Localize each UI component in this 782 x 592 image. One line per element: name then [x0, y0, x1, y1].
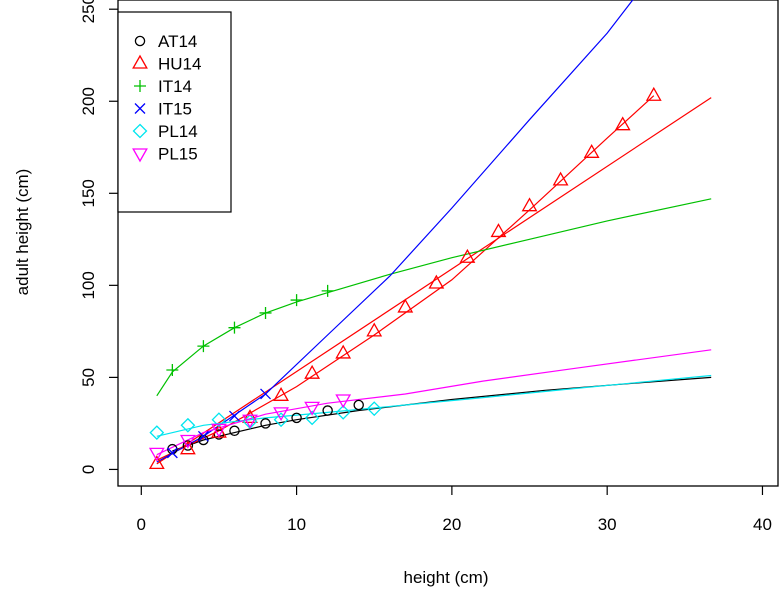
point-at14	[260, 418, 271, 429]
point-it14	[166, 364, 179, 377]
fit-line-it15	[156, 0, 634, 463]
legend-label-it14: IT14	[158, 77, 192, 96]
point-pl14	[180, 417, 196, 433]
legend-label-pl15: PL15	[158, 145, 198, 164]
point-pl15	[211, 423, 227, 438]
legend-marker-hu14	[132, 54, 148, 69]
point-it15	[197, 430, 209, 442]
y-axis-title: adult height (cm)	[13, 169, 32, 296]
point-hu14	[304, 364, 321, 379]
point-hu14	[459, 248, 476, 263]
point-at14	[322, 405, 333, 416]
fit-line-it14	[156, 198, 712, 397]
y-tick-label: 200	[79, 87, 98, 115]
point-at14	[229, 425, 240, 437]
legend-label-pl14: PL14	[158, 122, 198, 141]
point-pl15	[273, 407, 289, 422]
point-pl15	[179, 434, 196, 449]
legend-label-it15: IT15	[158, 100, 192, 119]
point-pl15	[148, 447, 165, 462]
point-it15	[229, 410, 240, 422]
point-hu14	[614, 116, 631, 131]
point-hu14	[242, 409, 258, 424]
point-hu14	[148, 455, 165, 470]
point-at14	[291, 412, 302, 424]
plot-frame	[117, 0, 779, 487]
legend-label-at14: AT14	[158, 32, 197, 51]
point-pl14	[366, 401, 382, 417]
point-hu14	[335, 344, 352, 359]
point-hu14	[490, 223, 507, 238]
point-pl14	[211, 412, 227, 428]
point-hu14	[179, 440, 196, 455]
point-it15	[166, 447, 178, 459]
point-hu14	[521, 197, 538, 212]
point-pl14	[273, 412, 289, 428]
x-tick-label: 20	[442, 515, 461, 534]
point-it14	[228, 321, 241, 334]
legend-marker-pl14	[132, 123, 148, 139]
point-pl15	[304, 401, 321, 416]
series-group	[148, 0, 712, 470]
point-hu14	[552, 171, 569, 186]
point-it14	[197, 340, 210, 353]
fit-line-pl15	[156, 349, 712, 456]
x-tick-label: 10	[287, 515, 306, 534]
plot-area: 0 10 20 30 40 0 50 100 150 200 250 AT14 HU14 IT14 IT15…	[79, 0, 779, 534]
point-hu14	[645, 86, 662, 101]
point-hu14	[366, 322, 383, 337]
point-at14	[353, 399, 364, 411]
x-tick-label: 0	[137, 515, 146, 534]
point-hu14	[428, 274, 445, 289]
point-pl14	[304, 410, 320, 426]
point-it14	[259, 306, 272, 319]
x-axis-title: height (cm)	[403, 568, 488, 587]
y-tick-label: 50	[79, 368, 98, 387]
point-pl15	[335, 394, 352, 409]
point-hu14	[273, 386, 289, 401]
y-tick-label: 100	[79, 271, 98, 299]
legend-marker-pl15	[132, 148, 148, 163]
y-tick-label: 150	[79, 179, 98, 207]
point-hu14	[397, 298, 414, 313]
point-pl14	[149, 425, 165, 441]
x-tick-label: 30	[598, 515, 617, 534]
y-tick-label: 250	[79, 0, 98, 23]
point-it14	[321, 284, 334, 297]
point-it14	[290, 294, 303, 307]
point-pl15	[242, 414, 258, 429]
x-tick-label: 40	[753, 515, 772, 534]
legend-marker-it14	[134, 80, 146, 92]
legend-marker-it15	[134, 103, 146, 114]
point-pl14	[335, 404, 351, 420]
y-tick-label: 0	[79, 465, 98, 474]
legend: AT14 HU14 IT14 IT15 PL14 PL15	[117, 11, 232, 213]
point-hu14	[583, 143, 600, 158]
legend-label-hu14: HU14	[158, 55, 201, 74]
point-it15	[260, 388, 271, 400]
legend-marker-at14	[134, 35, 146, 47]
